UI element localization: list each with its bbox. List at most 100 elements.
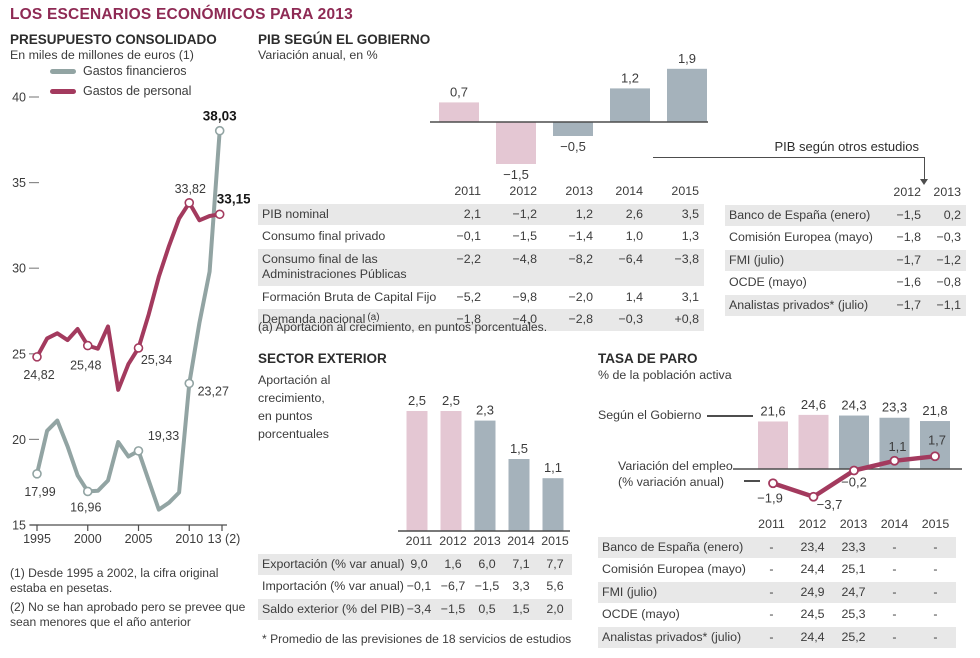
year-header: 2012 [886, 183, 926, 205]
cell-value: - [874, 603, 915, 627]
table-row: Demanda nacional (a) −1,8 −4,0 −2,8 −0,3 +0,8 [258, 308, 704, 332]
cell-value: 25,2 [833, 626, 874, 649]
bar-2 [839, 415, 869, 469]
cell-value: −1,8 [886, 226, 926, 250]
cell-value: −5,2 [444, 286, 486, 309]
cell-value: 23,3 [833, 536, 874, 559]
svg-text:35: 35 [12, 176, 26, 190]
row-label: Analistas privados* (julio) [598, 626, 751, 649]
year-header: 2012 [792, 515, 833, 537]
table-row: Exportación (% var anual) 9,0 1,6 6,0 7,1 7,7 [258, 553, 572, 576]
sector-bar-chart: 2,5 2,5 2,3 1,5 1,1 [398, 393, 570, 532]
table-header-row: 2011 2012 2013 2014 2015 [258, 532, 572, 554]
year-header: 2015 [538, 532, 572, 554]
row-label: PIB nominal [258, 203, 444, 226]
svg-text:13 (2): 13 (2) [208, 532, 241, 546]
bar-2 [474, 420, 496, 531]
table-header-row: 2011 2012 2013 2014 2015 [258, 182, 704, 204]
svg-text:2010: 2010 [175, 532, 203, 546]
row-label: Importación (% var anual) [258, 575, 404, 599]
cell-value: −0,1 [444, 225, 486, 249]
year-header: 2011 [444, 182, 486, 204]
svg-text:21,6: 21,6 [760, 403, 785, 418]
page-title: LOS ESCENARIOS ECONÓMICOS PARA 2013 [10, 6, 353, 23]
sector-heading: SECTOR EXTERIOR [258, 351, 387, 366]
cell-value: −1,7 [886, 294, 926, 317]
svg-text:2000: 2000 [74, 532, 102, 546]
year-header: 2015 [915, 515, 956, 537]
cell-value: 1,0 [598, 225, 648, 249]
cell-value: - [751, 581, 792, 604]
cell-value: - [915, 536, 956, 559]
year-header: 2012 [486, 182, 542, 204]
arrow-down-icon [919, 179, 928, 185]
year-header: 2015 [648, 182, 704, 204]
cell-value: −2,2 [444, 248, 486, 287]
legend-item-gastos-personal: Gastos de personal [50, 81, 191, 101]
svg-text:2,5: 2,5 [408, 393, 426, 408]
row-label: OCDE (mayo) [598, 603, 751, 627]
cell-value: −0,3 [926, 226, 966, 250]
cell-value: −0,1 [402, 575, 436, 599]
svg-text:−1,9: −1,9 [757, 490, 783, 505]
cell-value: −6,4 [598, 248, 648, 287]
cell-value: - [751, 558, 792, 582]
table-row: FMI (julio) −1,7 −1,2 [725, 249, 966, 272]
svg-text:33,15: 33,15 [217, 191, 250, 206]
presupuesto-heading: PRESUPUESTO CONSOLIDADO [10, 32, 217, 47]
svg-text:1,2: 1,2 [621, 70, 639, 85]
cell-value: 24,5 [792, 603, 833, 627]
svg-text:25: 25 [12, 347, 26, 361]
svg-text:2005: 2005 [125, 532, 153, 546]
cell-value: 24,4 [792, 626, 833, 649]
table-row: Formación Bruta de Capital Fijo −5,2 −9,8−… [258, 286, 704, 309]
cell-value: 25,3 [833, 603, 874, 627]
legend-label: Gastos de personal [83, 84, 192, 98]
cell-value: −1,6 [886, 271, 926, 295]
svg-text:33,82: 33,82 [175, 182, 206, 196]
svg-text:1,7: 1,7 [928, 432, 946, 447]
bar-1 [798, 414, 829, 469]
cell-value: 1,6 [436, 553, 470, 576]
year-header: 2013 [926, 183, 966, 205]
footnote-marker: (a) [367, 312, 380, 323]
row-label: Formación Bruta de Capital Fijo [258, 286, 444, 309]
cell-value: −3,4 [402, 598, 436, 621]
cell-value: 24,7 [833, 581, 874, 604]
otros-estudios-bracket [653, 157, 925, 182]
cell-value: −1,2 [486, 203, 542, 226]
cell-value: −1,5 [486, 225, 542, 249]
year-header: 2013 [833, 515, 874, 537]
row-label: Exportación (% var anual) [258, 553, 405, 576]
presupuesto-line-chart: 15 20 25 30 35 40 1995 2000 2005 2010 13 (2) 17,99 1… [12, 91, 250, 547]
cell-value: 1,4 [598, 286, 648, 309]
otros-estudios-title: PIB según otros estudios [774, 139, 919, 154]
bar-2 [553, 122, 593, 136]
svg-text:23,27: 23,27 [198, 384, 229, 398]
row-label: Comisión Europea (mayo) [725, 226, 886, 250]
legend-label: Gastos financieros [83, 64, 187, 78]
cell-value: −1,1 [926, 294, 966, 317]
pib-table: 2011 2012 2013 2014 2015 PIB nominal 2,1 −1,2 1,… [258, 182, 704, 332]
svg-text:−0,2: −0,2 [841, 475, 867, 490]
year-header: 2012 [436, 532, 470, 554]
bar-1 [496, 122, 536, 164]
svg-text:2,3: 2,3 [476, 403, 494, 418]
cell-value: +0,8 [648, 308, 704, 332]
cell-value: 9,0 [402, 553, 436, 576]
paro-subheading: % de la población activa [598, 368, 732, 382]
bar-0 [439, 102, 479, 122]
cell-value: 6,0 [470, 553, 504, 576]
footnote-2: (2) No se han aprobado pero se prevee qu… [10, 600, 246, 630]
row-label: FMI (julio) [598, 581, 751, 604]
cell-value: - [915, 626, 956, 649]
presupuesto-footnotes: (1) Desde 1995 a 2002, la cifra original… [10, 566, 250, 630]
sector-table: 2011 2012 2013 2014 2015 Exportación (% var a… [258, 532, 572, 621]
cell-value: 0,2 [926, 204, 966, 227]
cell-value: 7,7 [538, 553, 572, 576]
svg-text:38,03: 38,03 [203, 109, 237, 124]
table-row: Comisión Europea (mayo) −1,8 −0,3 [725, 226, 966, 250]
otros-estudios-table: 2012 2013 Banco de España (enero) −1,5 0,2 Co… [725, 183, 966, 317]
svg-text:24,3: 24,3 [841, 398, 866, 413]
